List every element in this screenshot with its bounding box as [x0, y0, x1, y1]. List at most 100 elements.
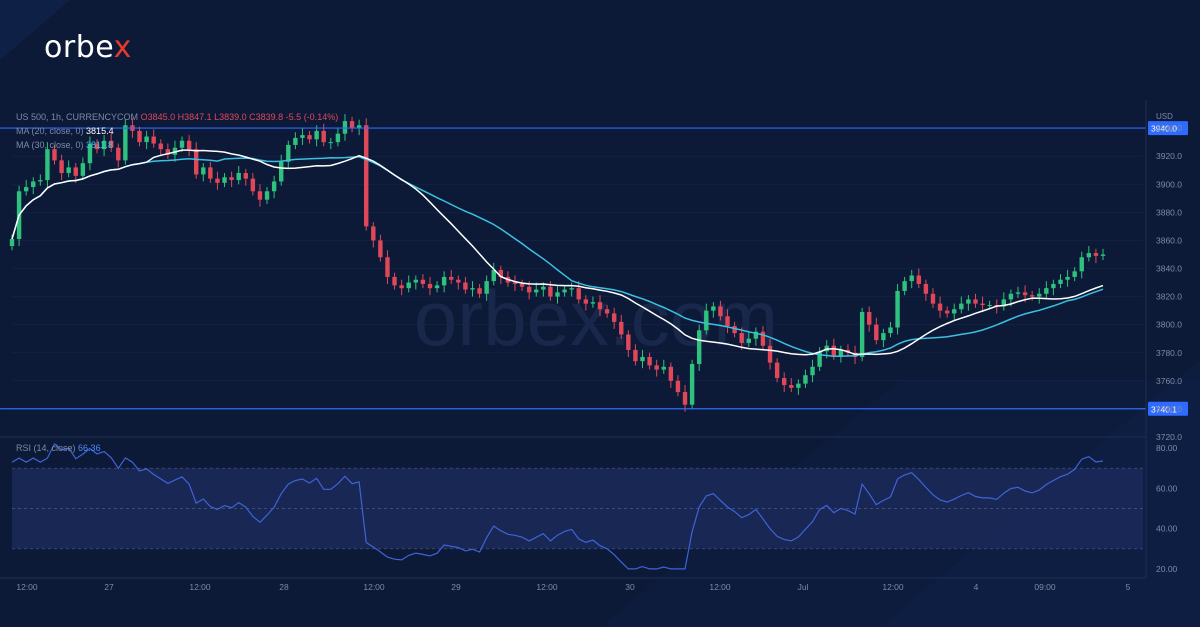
price-tick-label: 3920.0 — [1156, 151, 1182, 161]
candle — [604, 309, 610, 314]
candle — [328, 142, 333, 144]
candles — [9, 114, 1106, 412]
price-tick-label: 3780.0 — [1156, 348, 1182, 358]
candle — [1093, 253, 1099, 256]
brand-logo: orbex — [44, 30, 132, 65]
candle — [1022, 292, 1028, 296]
candle — [420, 279, 426, 284]
legend-symbol-row: US 500, 1h, CURRENCYCOM O3845.0 H3847.1 … — [16, 112, 338, 122]
candle — [456, 279, 461, 283]
candle — [519, 283, 525, 287]
candle — [257, 191, 263, 200]
candle — [87, 143, 93, 164]
candle — [838, 349, 844, 356]
candle — [286, 144, 291, 162]
candle — [215, 178, 220, 183]
candle — [619, 321, 624, 335]
candle — [867, 312, 872, 325]
candle — [583, 299, 589, 304]
candle — [782, 378, 787, 386]
candle — [1086, 253, 1092, 258]
candle — [413, 279, 419, 283]
candle — [534, 289, 539, 293]
level-tag-label: 3740.1 — [1151, 404, 1177, 414]
candle — [94, 143, 100, 150]
candle — [449, 276, 454, 280]
candle — [1008, 293, 1014, 300]
candle — [300, 135, 305, 138]
candle — [746, 338, 751, 343]
candle — [434, 285, 440, 289]
candle — [201, 167, 206, 175]
candle — [881, 333, 886, 341]
candle — [222, 177, 227, 183]
candle — [137, 130, 142, 143]
candle — [165, 149, 171, 155]
candle — [59, 160, 64, 174]
candle — [101, 140, 107, 150]
time-tick-label: 12:00 — [882, 582, 904, 592]
candle — [385, 257, 390, 277]
candle — [760, 331, 766, 346]
moving-averages — [11, 149, 1104, 357]
candle — [526, 286, 532, 293]
rsi-axis: 20.00 40.00 60.00 80.00 — [1156, 443, 1178, 574]
candle — [597, 302, 603, 310]
candle — [364, 125, 369, 227]
price-tick-label: 3840.0 — [1156, 264, 1182, 274]
candle — [576, 288, 581, 300]
candle — [626, 334, 631, 350]
candle — [647, 356, 652, 366]
candle — [937, 303, 943, 311]
candle — [916, 275, 922, 284]
candle — [1079, 257, 1084, 272]
price-tick-label: 3940.0 — [1156, 123, 1182, 133]
candle — [498, 269, 504, 277]
candle — [243, 173, 248, 179]
time-tick-label: 09:00 — [1034, 582, 1056, 592]
candle — [944, 310, 950, 314]
time-tick-label: 28 — [279, 582, 289, 592]
candle — [144, 136, 149, 143]
rsi-series-line — [11, 443, 1104, 570]
time-axis: 12:00 27 12:00 28 12:00 29 12:00 30 12:00 Jul 12:0… — [16, 582, 1130, 592]
candle — [753, 331, 759, 339]
candle — [859, 312, 865, 357]
time-tick-label: 5 — [1126, 582, 1131, 592]
candle — [158, 143, 163, 150]
candle — [279, 161, 284, 182]
candle — [23, 187, 29, 192]
candle — [810, 366, 815, 376]
legend-rsi-value: 66.36 — [78, 443, 101, 453]
candle — [895, 290, 900, 328]
candle — [52, 149, 57, 161]
time-tick-label: 27 — [104, 582, 114, 592]
candle — [711, 306, 716, 311]
legend-rsi-label: RSI (14, close) — [16, 443, 76, 453]
legend-ma30-value: 3811.8 — [86, 140, 113, 150]
level-tag — [1148, 401, 1188, 416]
candle — [682, 392, 688, 405]
candle — [116, 147, 121, 161]
candle — [1065, 276, 1070, 280]
candle — [477, 288, 482, 294]
candle — [470, 288, 475, 290]
candle — [73, 167, 78, 176]
time-tick-label: 30 — [625, 582, 635, 592]
candle — [1037, 293, 1042, 297]
candle — [902, 281, 907, 291]
candle — [959, 303, 964, 310]
candle — [668, 366, 674, 381]
candle — [789, 385, 794, 388]
candle — [732, 326, 737, 334]
candle — [208, 167, 213, 179]
level-tag — [1148, 121, 1188, 136]
candle — [1058, 279, 1063, 284]
price-tick-label: 3720.0 — [1156, 432, 1182, 442]
candle — [1051, 283, 1056, 289]
time-tick-label: 12:00 — [189, 582, 211, 592]
candle — [831, 345, 836, 356]
time-tick-label: 12:00 — [363, 582, 385, 592]
candle — [293, 137, 298, 145]
